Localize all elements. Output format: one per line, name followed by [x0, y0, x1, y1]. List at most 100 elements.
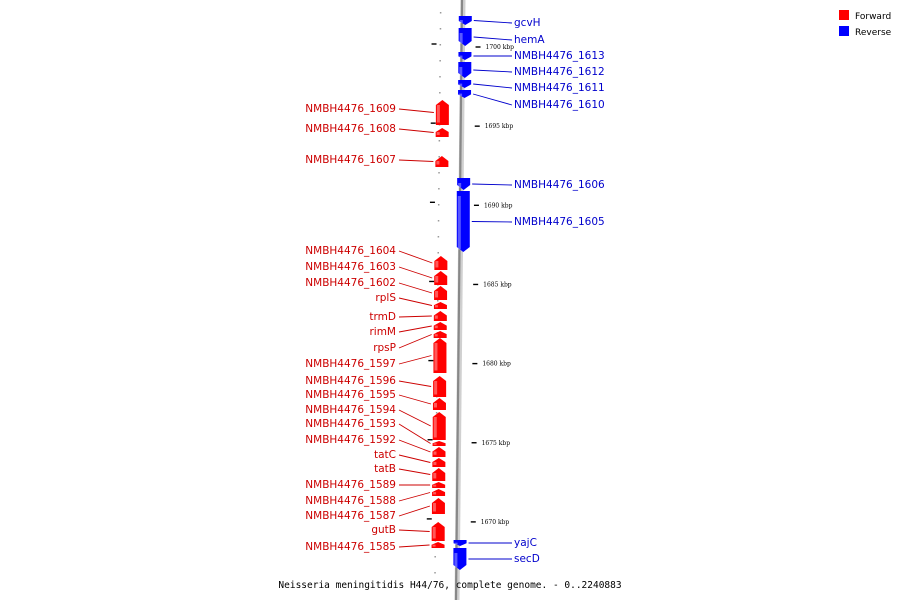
gene-highlight: [434, 381, 438, 395]
gene-label-yajc[interactable]: yajC: [514, 537, 537, 549]
gene-label-nmbh4476_1606[interactable]: NMBH4476_1606: [514, 179, 605, 191]
gene-label-nmbh4476_1602[interactable]: NMBH4476_1602: [305, 277, 396, 289]
gene-arrow-nmbh4476_1613[interactable]: [458, 52, 472, 60]
gene-arrow-nmbh4476_1611[interactable]: [458, 80, 472, 88]
gene-arrow-nmbh4476_1608[interactable]: [435, 128, 449, 137]
gene-label-nmbh4476_1587[interactable]: NMBH4476_1587: [305, 510, 396, 522]
guide-dot: [439, 44, 442, 46]
gene-label-nmbh4476_1613[interactable]: NMBH4476_1613: [514, 50, 605, 62]
gene-label-nmbh4476_1609[interactable]: NMBH4476_1609: [305, 103, 396, 115]
gene-label-secd[interactable]: secD: [514, 553, 540, 565]
guide-dot: [439, 60, 441, 62]
gene-label-nmbh4476_1603[interactable]: NMBH4476_1603: [305, 261, 396, 273]
gene-arrow-nmbh4476_1588[interactable]: [432, 489, 446, 496]
tick-label: 1685 kbp: [483, 281, 512, 288]
gene-arrow-secd[interactable]: [453, 548, 467, 570]
gene-label-nmbh4476_1597[interactable]: NMBH4476_1597: [305, 358, 396, 370]
gene-arrow-nmbh4476_1607[interactable]: [435, 156, 449, 167]
gene-arrow-nmbh4476_1602[interactable]: [434, 286, 448, 300]
gene-leader-line: [398, 544, 430, 548]
gene-label-nmbh4476_1596[interactable]: NMBH4476_1596: [305, 375, 396, 387]
gene-leader-line: [398, 282, 433, 294]
gene-label-rpls[interactable]: rplS: [375, 292, 396, 304]
gene-label-nmbh4476_1608[interactable]: NMBH4476_1608: [305, 123, 396, 135]
gene-arrow-tatc[interactable]: [432, 458, 446, 467]
gene-highlight: [436, 105, 440, 123]
gene-arrow-nmbh4476_1589[interactable]: [432, 482, 446, 488]
gene-arrow-nmbh4476_1597[interactable]: [433, 338, 447, 373]
gene-label-tatc[interactable]: tatC: [374, 449, 396, 461]
guide-dot: [439, 76, 441, 78]
guide-dot: [438, 188, 440, 190]
gene-arrow-nmbh4476_1610[interactable]: [458, 90, 472, 98]
gene-arrow-nmbh4476_1612[interactable]: [458, 62, 472, 78]
gene-arrow-nmbh4476_1595[interactable]: [432, 398, 446, 410]
gene-arrow-tatb[interactable]: [432, 468, 446, 481]
gene-leader-line: [398, 454, 431, 463]
gene-arrow-nmbh4476_1606[interactable]: [457, 178, 471, 190]
gene-label-gutb[interactable]: gutB: [371, 524, 396, 536]
gene-arrow-gcvh[interactable]: [458, 16, 472, 25]
gene-arrow-nmbh4476_1594[interactable]: [432, 412, 446, 440]
backbone-line: [454, 0, 464, 600]
gene-arrow-hema[interactable]: [458, 28, 472, 46]
guide-dot: [437, 204, 440, 206]
gene-label-nmbh4476_1605[interactable]: NMBH4476_1605: [514, 216, 605, 228]
gene-arrow-rpls[interactable]: [433, 302, 447, 309]
guide-dot: [434, 556, 436, 558]
gene-arrow-rpsp[interactable]: [433, 331, 447, 338]
gene-arrow-nmbh4476_1609[interactable]: [435, 100, 449, 125]
gene-highlight: [433, 443, 437, 445]
guide-dot: [438, 156, 440, 158]
gene-arrow-yajc[interactable]: [453, 540, 467, 546]
gene-label-nmbh4476_1592[interactable]: NMBH4476_1592: [305, 434, 396, 446]
gene-label-nmbh4476_1612[interactable]: NMBH4476_1612: [514, 66, 605, 78]
gene-arrow-nmbh4476_1592[interactable]: [432, 447, 446, 457]
gene-label-nmbh4476_1611[interactable]: NMBH4476_1611: [514, 82, 605, 94]
gene-arrow-nmbh4476_1585[interactable]: [431, 542, 445, 548]
gene-label-nmbh4476_1588[interactable]: NMBH4476_1588: [305, 495, 396, 507]
gene-label-rimm[interactable]: rimM: [369, 326, 396, 338]
gene-highlight: [434, 325, 438, 329]
gene-highlight: [459, 83, 463, 87]
gene-label-nmbh4476_1604[interactable]: NMBH4476_1604: [305, 245, 396, 257]
gene-label-tatb[interactable]: tatB: [374, 463, 396, 475]
gene-leader-line: [472, 183, 513, 186]
gene-leader-line: [473, 69, 513, 73]
guide-dot: [437, 220, 440, 222]
gene-label-trmd[interactable]: trmD: [369, 311, 396, 323]
gene-arrow-nmbh4476_1605[interactable]: [456, 191, 470, 252]
gene-label-nmbh4476_1585[interactable]: NMBH4476_1585: [305, 541, 396, 553]
gene-label-gcvh[interactable]: gcvH: [514, 17, 541, 29]
gene-label-hema[interactable]: hemA: [514, 34, 545, 46]
strand-legend: Forward Reverse: [839, 10, 892, 38]
legend-label-forward: Forward: [855, 12, 891, 22]
gene-arrow-rimm[interactable]: [433, 322, 447, 330]
gene-highlight: [432, 503, 436, 512]
tick-label: 1700 kbp: [486, 44, 515, 51]
guide-dot: [437, 300, 439, 302]
gene-leader-line: [398, 266, 433, 279]
gene-leader-line: [471, 221, 513, 223]
gene-arrow-nmbh4476_1587[interactable]: [431, 498, 445, 514]
gene-label-nmbh4476_1595[interactable]: NMBH4476_1595: [305, 389, 396, 401]
gene-arrow-nmbh4476_1603[interactable]: [434, 271, 448, 285]
gene-label-nmbh4476_1589[interactable]: NMBH4476_1589: [305, 479, 396, 491]
gene-leader-line: [398, 439, 431, 453]
gene-label-rpsp[interactable]: rpsP: [373, 342, 396, 354]
gene-highlight: [433, 403, 437, 408]
gene-arrow-nmbh4476_1604[interactable]: [434, 256, 448, 270]
gene-arrow-gutb[interactable]: [431, 522, 445, 541]
gene-arrow-nmbh4476_1596[interactable]: [433, 376, 447, 397]
gene-highlight: [434, 334, 438, 337]
gene-arrow-nmbh4476_1593[interactable]: [432, 441, 446, 446]
guide-dot: [437, 236, 440, 238]
gene-label-nmbh4476_1594[interactable]: NMBH4476_1594: [305, 404, 396, 416]
gene-highlight: [432, 544, 436, 547]
gene-label-nmbh4476_1593[interactable]: NMBH4476_1593: [305, 418, 396, 430]
gene-label-nmbh4476_1607[interactable]: NMBH4476_1607: [305, 154, 396, 166]
gene-label-nmbh4476_1610[interactable]: NMBH4476_1610: [514, 99, 605, 111]
gene-arrow-trmd[interactable]: [433, 311, 447, 321]
guide-dot: [438, 172, 440, 174]
